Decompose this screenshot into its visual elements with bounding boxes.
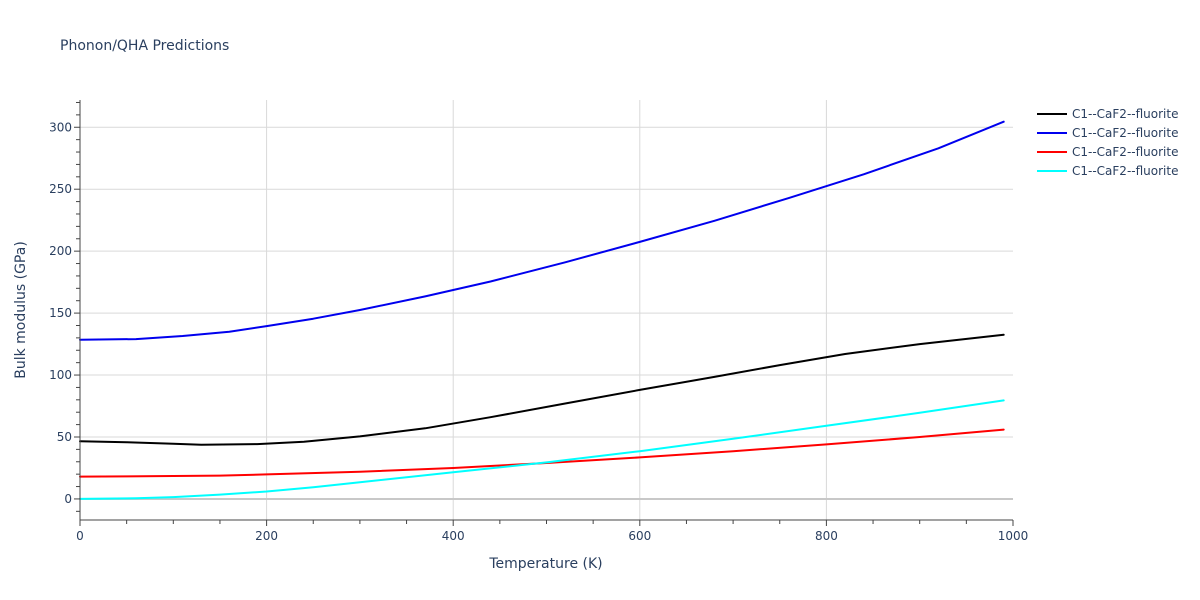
y-tick-label: 100	[49, 368, 72, 382]
series-line-3[interactable]	[79, 428, 1005, 478]
x-tick-label: 600	[628, 529, 651, 543]
legend-item[interactable]: C1--CaF2--fluorite	[1037, 145, 1178, 159]
legend-label: C1--CaF2--fluorite	[1072, 164, 1178, 178]
gridlines	[80, 100, 1013, 520]
x-tick-label: 0	[76, 529, 84, 543]
x-tick-label: 400	[442, 529, 465, 543]
chart-title: Phonon/QHA Predictions	[60, 38, 229, 54]
legend[interactable]: C1--CaF2--fluorite C1--CaF2--fluorite C1--…	[1037, 107, 1178, 178]
y-tick-label: 200	[49, 244, 72, 258]
axes: 0 200 400 600 800 1000 0 50 100 150 200 250 300	[49, 100, 1028, 543]
series-line-4[interactable]	[79, 399, 1005, 500]
legend-label: C1--CaF2--fluorite	[1072, 145, 1178, 159]
y-tick-label: 150	[49, 306, 72, 320]
series-line-2[interactable]	[79, 120, 1005, 341]
x-tick-label: 200	[255, 529, 278, 543]
legend-item[interactable]: C1--CaF2--fluorite	[1037, 107, 1178, 121]
y-tick-label: 250	[49, 182, 72, 196]
legend-label: C1--CaF2--fluorite	[1072, 126, 1178, 140]
x-tick-label: 1000	[998, 529, 1029, 543]
y-tick-label: 50	[57, 430, 72, 444]
legend-item[interactable]: C1--CaF2--fluorite	[1037, 164, 1178, 178]
legend-item[interactable]: C1--CaF2--fluorite	[1037, 126, 1178, 140]
y-tick-label: 300	[49, 120, 72, 134]
y-axis-title: Bulk modulus (GPa)	[13, 241, 29, 379]
y-tick-label: 0	[64, 492, 72, 506]
series-line-1[interactable]	[79, 333, 1005, 446]
legend-label: C1--CaF2--fluorite	[1072, 107, 1178, 121]
x-tick-label: 800	[815, 529, 838, 543]
x-axis-title: Temperature (K)	[488, 556, 602, 572]
series-lines	[79, 120, 1005, 500]
